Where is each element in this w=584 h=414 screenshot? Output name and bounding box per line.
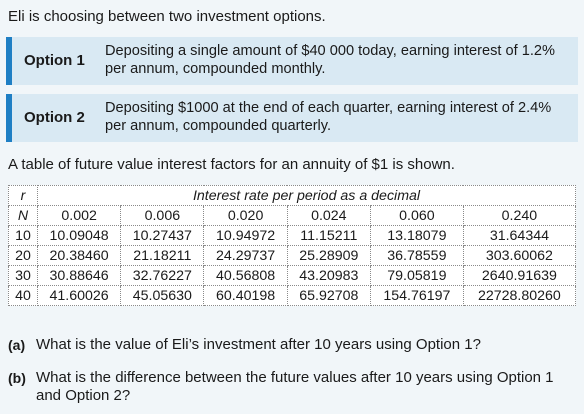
question-a-label: (a) <box>8 337 26 353</box>
value-cell: 10.09048 <box>36 225 122 246</box>
option-1-description: Depositing a single amount of $40 000 to… <box>105 43 555 77</box>
value-cell: 31.64344 <box>462 225 577 246</box>
value-cell: 13.18079 <box>369 225 464 246</box>
option-accent-bar <box>6 94 12 142</box>
option-2-description: Depositing $1000 at the end of each quar… <box>105 100 552 134</box>
option-2-name: Option 2 <box>24 109 85 126</box>
question-b: (b) What is the difference between the fu… <box>8 369 556 405</box>
table-intro-text: A table of future value interest factors… <box>8 156 455 173</box>
value-cell: 65.92708 <box>286 285 371 306</box>
table-row: 30 30.88646 32.76227 40.56808 43.20983 7… <box>8 265 577 286</box>
question-b-text: What is the difference between the futur… <box>36 369 554 404</box>
option-1-name: Option 1 <box>24 52 85 69</box>
value-cell: 43.20983 <box>286 265 371 286</box>
value-cell: 36.78559 <box>369 245 464 266</box>
option-2-box: Option 2 Depositing $1000 at the end of … <box>6 94 578 142</box>
value-cell: 24.29737 <box>203 245 288 266</box>
value-cell: 41.60026 <box>36 285 122 306</box>
value-cell: 154.76197 <box>369 285 464 306</box>
table-header-row: r Interest rate per period as a decimal <box>8 185 576 206</box>
value-cell: 25.28909 <box>286 245 371 266</box>
r-label: r <box>8 185 38 206</box>
question-a: (a) What is the value of Eli’s investment… <box>8 336 556 355</box>
table-row: 20 20.38460 21.18211 24.29737 25.28909 3… <box>8 245 577 266</box>
n-label: N <box>8 205 38 226</box>
n-cell: 20 <box>8 245 38 266</box>
option-accent-bar <box>6 37 12 85</box>
table-row: 10 10.09048 10.27437 10.94972 11.15211 1… <box>8 225 577 246</box>
value-cell: 30.88646 <box>36 265 122 286</box>
value-cell: 10.27437 <box>120 225 205 246</box>
value-cell: 60.40198 <box>203 285 288 306</box>
value-cell: 2640.91639 <box>462 265 577 286</box>
value-cell: 20.38460 <box>36 245 122 266</box>
question-b-label: (b) <box>8 370 26 386</box>
n-cell: 10 <box>8 225 38 246</box>
table-header: Interest rate per period as a decimal <box>37 185 576 206</box>
value-cell: 11.15211 <box>286 225 371 246</box>
rate-cell: 0.024 <box>286 205 371 226</box>
table-row: 40 41.60026 45.05630 60.40198 65.92708 1… <box>8 285 577 306</box>
value-cell: 79.05819 <box>369 265 464 286</box>
value-cell: 32.76227 <box>120 265 205 286</box>
value-cell: 21.18211 <box>120 245 205 266</box>
rate-cell: 0.020 <box>203 205 288 226</box>
rate-cell: 0.240 <box>462 205 577 226</box>
value-cell: 303.60062 <box>462 245 577 266</box>
rate-cell: 0.002 <box>36 205 122 226</box>
intro-text: Eli is choosing between two investment o… <box>8 8 326 25</box>
option-1-box: Option 1 Depositing a single amount of $… <box>6 37 578 85</box>
rate-cell: 0.060 <box>369 205 464 226</box>
value-cell: 40.56808 <box>203 265 288 286</box>
rates-row: N 0.002 0.006 0.020 0.024 0.060 0.240 <box>8 205 577 226</box>
value-cell: 10.94972 <box>203 225 288 246</box>
value-cell: 22728.80260 <box>462 285 577 306</box>
value-cell: 45.05630 <box>120 285 205 306</box>
annuity-factor-table: r Interest rate per period as a decimal … <box>8 185 577 306</box>
n-cell: 40 <box>8 285 38 306</box>
n-cell: 30 <box>8 265 38 286</box>
question-a-text: What is the value of Eli’s investment af… <box>36 336 481 353</box>
rate-cell: 0.006 <box>120 205 205 226</box>
